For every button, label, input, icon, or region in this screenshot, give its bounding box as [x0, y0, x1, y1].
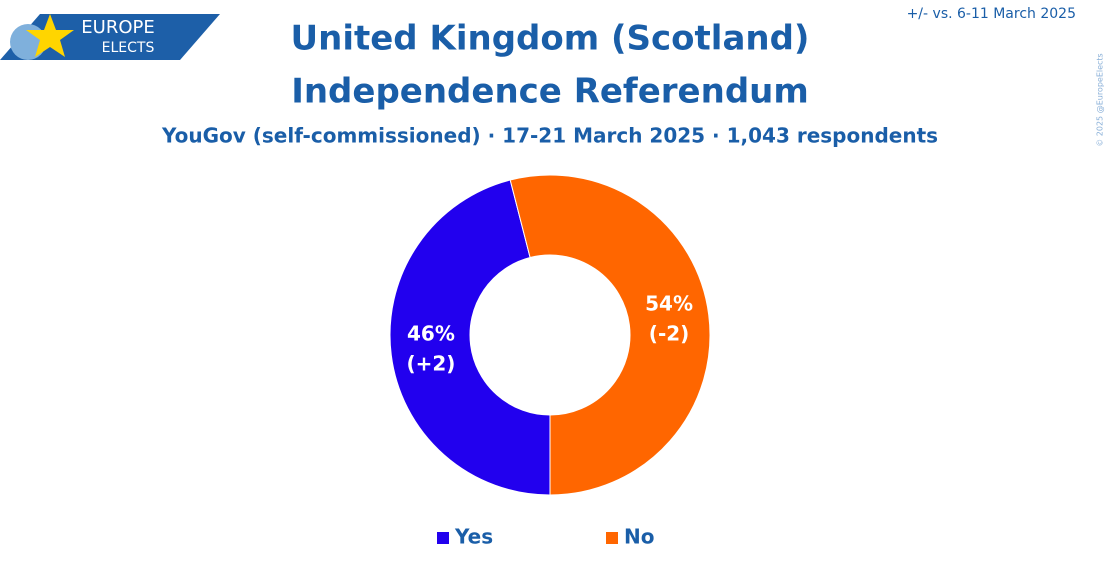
- value-label: 46%: [407, 322, 455, 346]
- legend-swatch: [437, 532, 449, 544]
- pie-slice: [389, 179, 551, 496]
- change-label: (+2): [406, 352, 455, 376]
- pie-slice: [509, 174, 711, 496]
- legend-swatch: [606, 532, 618, 544]
- legend-label: No: [624, 525, 654, 549]
- value-label: 54%: [645, 291, 693, 315]
- copyright: © 2025 @EuropeElects: [1096, 53, 1105, 146]
- chart-subtitle: YouGov (self-commissioned) · 17-21 March…: [161, 124, 938, 148]
- pie: 46% (+2) 54% (-2): [389, 174, 711, 496]
- logo-star: [26, 14, 74, 57]
- logo-text: EUROPE: [81, 17, 154, 38]
- logo-text: ELECTS: [102, 40, 155, 56]
- note: +/- vs. 6-11 March 2025: [907, 6, 1076, 22]
- chart-title: United Kingdom (Scotland): [291, 19, 810, 59]
- logo: EUROPE ELECTS: [0, 14, 220, 60]
- legend-label: Yes: [454, 525, 493, 549]
- legend: Yes No: [437, 525, 654, 549]
- chart-title: Independence Referendum: [291, 72, 809, 112]
- change-label: (-2): [649, 321, 690, 345]
